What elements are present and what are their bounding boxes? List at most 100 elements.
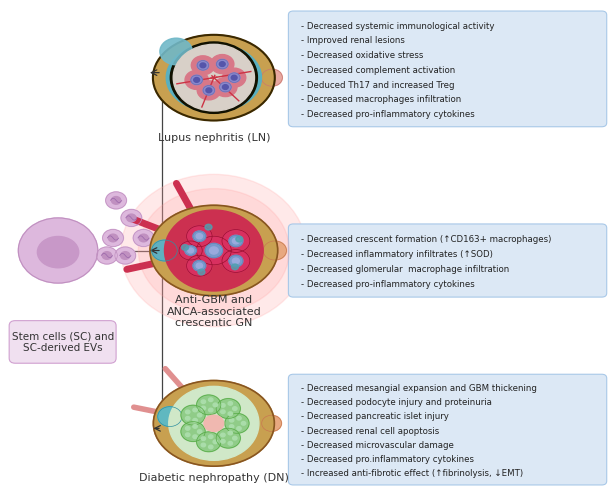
Circle shape: [193, 418, 197, 422]
Circle shape: [229, 418, 234, 422]
Circle shape: [193, 435, 197, 438]
Circle shape: [197, 81, 221, 100]
Circle shape: [198, 269, 205, 275]
Circle shape: [233, 407, 237, 410]
Circle shape: [191, 56, 214, 75]
Circle shape: [228, 402, 233, 405]
Circle shape: [221, 410, 225, 413]
Circle shape: [262, 69, 282, 86]
Circle shape: [216, 59, 228, 69]
Circle shape: [211, 55, 234, 74]
Circle shape: [222, 249, 250, 273]
FancyBboxPatch shape: [9, 321, 116, 363]
Circle shape: [185, 70, 208, 89]
Circle shape: [152, 240, 177, 261]
Circle shape: [186, 426, 190, 430]
Circle shape: [102, 252, 112, 260]
Circle shape: [228, 412, 233, 415]
Circle shape: [197, 61, 209, 70]
Circle shape: [164, 210, 263, 291]
Text: - Decreased complement activation: - Decreased complement activation: [301, 66, 455, 75]
Circle shape: [208, 445, 213, 449]
Circle shape: [205, 224, 212, 230]
Circle shape: [196, 263, 202, 269]
Circle shape: [197, 395, 221, 415]
Circle shape: [139, 188, 290, 313]
Circle shape: [108, 234, 118, 242]
Text: - Increased anti-fibrotic effect (↑fibrinolysis, ↓EMT): - Increased anti-fibrotic effect (↑fibri…: [301, 469, 523, 478]
Text: - Decreased pro-inflammatory cytokines: - Decreased pro-inflammatory cytokines: [301, 110, 474, 119]
Circle shape: [200, 63, 206, 68]
Circle shape: [185, 246, 196, 256]
Ellipse shape: [150, 205, 277, 296]
Circle shape: [262, 415, 282, 431]
Text: - Decreased inflammatory infiltrates (↑SOD): - Decreased inflammatory infiltrates (↑S…: [301, 250, 492, 259]
Text: - Decreased macrophages infiltration: - Decreased macrophages infiltration: [301, 95, 461, 104]
Circle shape: [111, 196, 121, 204]
Circle shape: [103, 229, 123, 246]
Circle shape: [201, 406, 205, 410]
Circle shape: [201, 437, 205, 440]
Circle shape: [97, 247, 117, 264]
Circle shape: [160, 38, 192, 65]
Text: - Decreased glomerular  macrophage infiltration: - Decreased glomerular macrophage infilt…: [301, 265, 509, 274]
Text: - Decreased pro.inflammatory cytokines: - Decreased pro.inflammatory cytokines: [301, 454, 474, 463]
Circle shape: [221, 403, 225, 407]
Circle shape: [186, 410, 190, 414]
FancyBboxPatch shape: [288, 374, 607, 485]
Circle shape: [232, 258, 240, 264]
Circle shape: [169, 386, 259, 460]
FancyBboxPatch shape: [288, 11, 607, 127]
Circle shape: [193, 408, 197, 412]
Circle shape: [201, 443, 205, 447]
Circle shape: [205, 243, 222, 258]
Circle shape: [232, 264, 238, 270]
Circle shape: [221, 433, 225, 437]
Circle shape: [193, 425, 197, 428]
Circle shape: [219, 62, 225, 67]
Circle shape: [241, 421, 246, 425]
Circle shape: [115, 247, 136, 264]
Text: - Decreased pro-inflammatory cytokines: - Decreased pro-inflammatory cytokines: [301, 280, 474, 289]
Circle shape: [179, 241, 202, 260]
Circle shape: [201, 400, 205, 403]
Circle shape: [139, 234, 148, 242]
Circle shape: [186, 416, 190, 420]
Text: Diabetic nephropathy (DN): Diabetic nephropathy (DN): [139, 473, 289, 483]
Circle shape: [219, 82, 231, 92]
Text: - Decreased microvascular damage: - Decreased microvascular damage: [301, 440, 453, 449]
Circle shape: [181, 405, 205, 425]
Circle shape: [229, 425, 234, 428]
Circle shape: [191, 75, 202, 85]
Circle shape: [133, 229, 154, 246]
Circle shape: [126, 214, 136, 222]
Text: - Decreased renal cell apoptosis: - Decreased renal cell apoptosis: [301, 426, 439, 435]
Circle shape: [181, 422, 205, 441]
Text: - Decreased pancreatic islet injury: - Decreased pancreatic islet injury: [301, 412, 448, 421]
Ellipse shape: [166, 44, 262, 112]
Circle shape: [225, 413, 249, 433]
Circle shape: [193, 231, 206, 241]
Text: - Decreased systemic immunological activity: - Decreased systemic immunological activ…: [301, 22, 494, 31]
Circle shape: [121, 174, 307, 327]
Circle shape: [196, 233, 202, 239]
Circle shape: [193, 261, 206, 271]
Circle shape: [229, 73, 240, 83]
Circle shape: [208, 398, 213, 401]
Circle shape: [228, 431, 233, 435]
Ellipse shape: [153, 381, 274, 466]
Circle shape: [216, 428, 240, 448]
Text: - Improved renal lesions: - Improved renal lesions: [301, 37, 404, 46]
Circle shape: [233, 436, 237, 440]
Text: Lupus nephritis (LN): Lupus nephritis (LN): [158, 133, 270, 143]
Circle shape: [203, 86, 214, 95]
Circle shape: [222, 68, 246, 87]
Circle shape: [106, 192, 126, 209]
Circle shape: [222, 85, 229, 90]
Circle shape: [213, 403, 218, 407]
Circle shape: [197, 432, 221, 452]
Circle shape: [210, 247, 218, 254]
Circle shape: [158, 407, 182, 426]
Circle shape: [228, 441, 233, 445]
Circle shape: [236, 236, 243, 242]
